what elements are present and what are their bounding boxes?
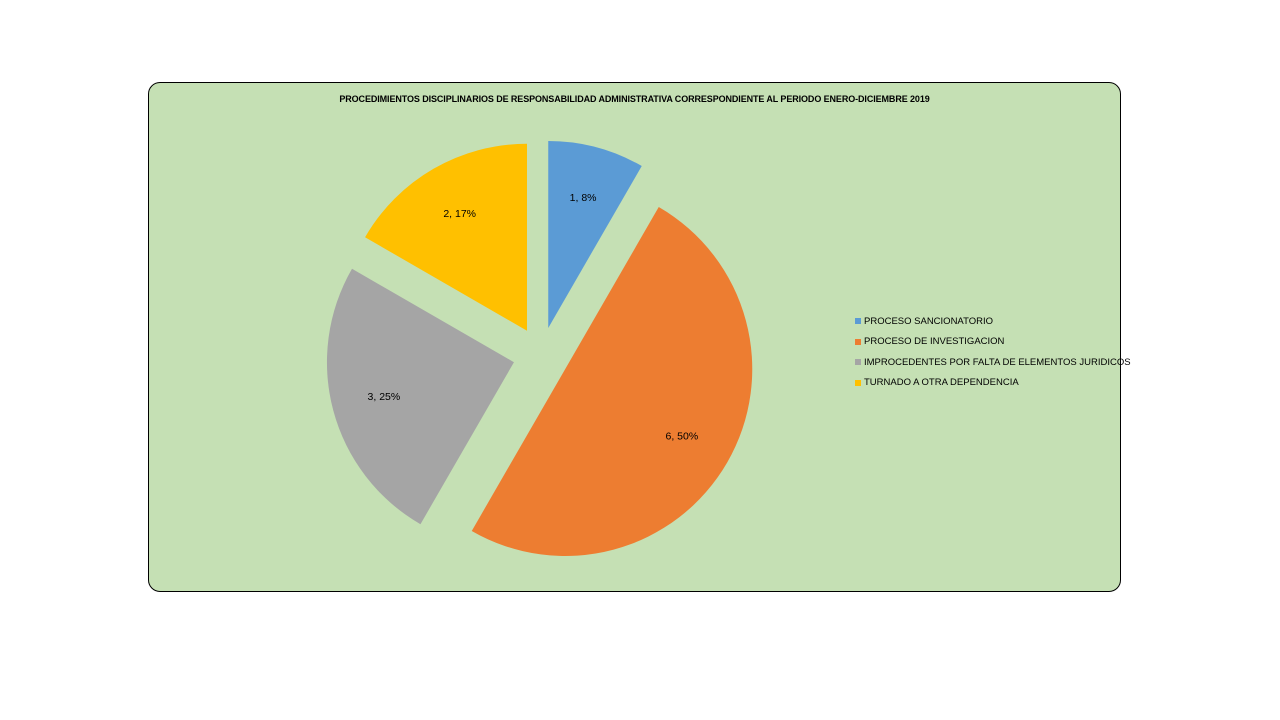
pie-chart: 1, 8% 6, 50% 3, 25% 2, 17% xyxy=(326,140,753,556)
legend-item-investigacion: PROCESO DE INVESTIGACION xyxy=(855,332,1131,353)
legend-label: IMPROCEDENTES POR FALTA DE ELEMENTOS JUR… xyxy=(864,356,1131,368)
legend-item-improcedentes: IMPROCEDENTES POR FALTA DE ELEMENTOS JUR… xyxy=(855,352,1131,373)
legend-label: PROCESO DE INVESTIGACION xyxy=(864,336,1005,348)
pie-slice-improcedentes xyxy=(326,268,514,525)
data-label-sancionatorio: 1, 8% xyxy=(570,192,597,204)
pie-slice-sancionatorio xyxy=(548,140,642,328)
chart-title: PROCEDIMIENTOS DISCIPLINARIOS DE RESPONS… xyxy=(339,94,930,104)
pie-slice-turnado xyxy=(365,143,527,331)
pie-slice-investigacion xyxy=(471,207,753,556)
legend-swatch xyxy=(855,379,861,386)
data-label-improcedentes: 3, 25% xyxy=(368,391,401,403)
legend-swatch xyxy=(855,359,861,366)
chart-area: PROCEDIMIENTOS DISCIPLINARIOS DE RESPONS… xyxy=(148,82,1131,592)
chart-legend: PROCESO SANCIONATORIO PROCESO DE INVESTIG… xyxy=(855,311,1131,393)
legend-item-turnado: TURNADO A OTRA DEPENDENCIA xyxy=(855,373,1131,394)
legend-item-sancionatorio: PROCESO SANCIONATORIO xyxy=(855,311,1131,332)
legend-swatch xyxy=(855,338,861,345)
legend-swatch xyxy=(855,318,861,325)
data-label-turnado: 2, 17% xyxy=(443,208,476,220)
legend-label: PROCESO SANCIONATORIO xyxy=(864,315,993,327)
data-label-investigacion: 6, 50% xyxy=(665,430,698,442)
legend-label: TURNADO A OTRA DEPENDENCIA xyxy=(864,377,1019,389)
